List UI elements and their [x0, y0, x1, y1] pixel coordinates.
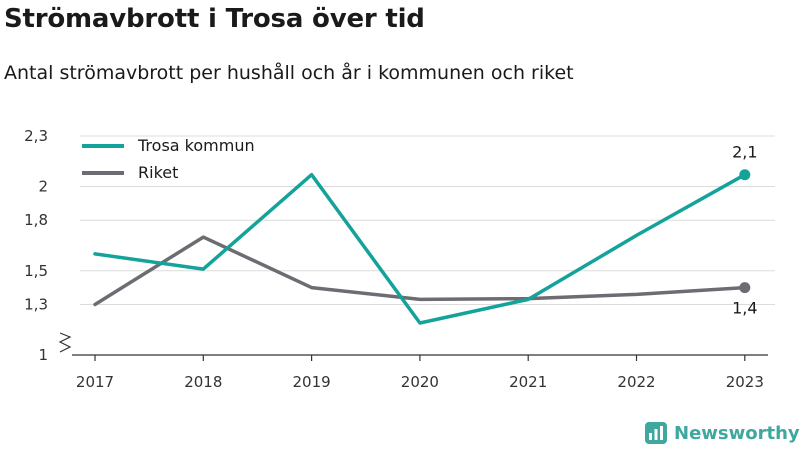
y-tick-label: 1,5	[24, 262, 48, 280]
legend-item-trosa: Trosa kommun	[82, 132, 255, 159]
x-tick-label: 2018	[184, 373, 222, 391]
legend-label-riket: Riket	[138, 163, 179, 182]
y-tick-label: 2	[38, 178, 48, 196]
chart-title: Strömavbrott i Trosa över tid	[4, 4, 425, 34]
newsworthy-logo[interactable]: Newsworthy	[645, 420, 800, 446]
axis-break-mark	[58, 332, 72, 353]
series-line-trosa	[93, 172, 747, 325]
end-point-trosa	[739, 169, 751, 181]
x-tick-label: 2021	[509, 373, 547, 391]
series-line-riket	[93, 235, 747, 307]
x-tick-label: 2019	[293, 373, 331, 391]
legend-item-riket: Riket	[82, 159, 255, 186]
legend-swatch-trosa	[82, 143, 124, 148]
legend-swatch-riket	[82, 170, 124, 175]
x-tick-label: 2020	[401, 373, 439, 391]
bar-chart-icon	[645, 422, 667, 444]
end-point-riket	[739, 282, 751, 294]
y-tick-label: 1,3	[24, 295, 48, 313]
y-tick-label: 2,3	[24, 127, 48, 145]
chart-legend: Trosa kommun Riket	[82, 132, 255, 186]
chart-subtitle: Antal strömavbrott per hushåll och år i …	[4, 62, 574, 84]
x-tick-label: 2017	[76, 373, 114, 391]
legend-label-trosa: Trosa kommun	[138, 136, 255, 155]
brand-name: Newsworthy	[674, 422, 800, 444]
y-tick-label: 1	[38, 346, 48, 364]
y-tick-label: 1,8	[24, 211, 48, 229]
end-label-trosa: 2,1	[732, 143, 757, 162]
x-tick-label: 2022	[617, 373, 655, 391]
end-label-riket: 1,4	[732, 299, 757, 318]
x-tick-label: 2023	[726, 373, 764, 391]
